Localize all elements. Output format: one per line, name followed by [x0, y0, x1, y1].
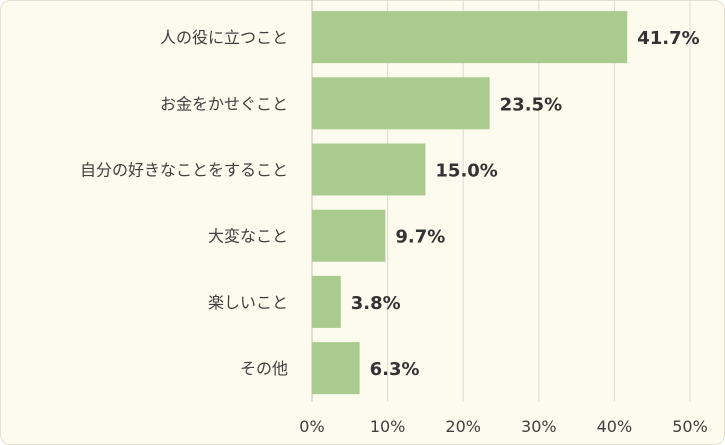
data-label: 3.8% — [351, 293, 401, 314]
bar — [312, 209, 386, 262]
category-label: 自分の好きなことをすること — [80, 161, 288, 180]
bars — [312, 11, 628, 395]
category-label: その他 — [240, 359, 288, 378]
bar — [312, 275, 341, 328]
x-tick-label: 0% — [299, 417, 324, 436]
labels: 0% 10% 20% 30% 40% 50% 41.7% 人の役に立つこと 23.5% お金をかせ… — [80, 28, 708, 436]
category-label: お金をかせぐこと — [160, 94, 288, 113]
data-label: 23.5% — [500, 94, 562, 115]
category-label: 楽しいこと — [208, 293, 288, 312]
x-tick-label: 10% — [370, 417, 406, 436]
data-label: 41.7% — [637, 28, 699, 49]
data-label: 9.7% — [395, 227, 445, 248]
x-tick-label: 40% — [597, 417, 633, 436]
x-tick-label: 50% — [672, 417, 708, 436]
bar — [312, 143, 426, 196]
data-label: 6.3% — [370, 359, 420, 380]
bar — [312, 77, 490, 130]
x-tick-label: 30% — [521, 417, 557, 436]
x-tick-label: 20% — [445, 417, 481, 436]
bar — [312, 11, 628, 64]
gridlines — [311, 0, 691, 402]
category-label: 大変なこと — [208, 227, 288, 246]
bar — [312, 342, 360, 395]
category-label: 人の役に立つこと — [160, 28, 288, 47]
data-label: 15.0% — [435, 161, 497, 182]
